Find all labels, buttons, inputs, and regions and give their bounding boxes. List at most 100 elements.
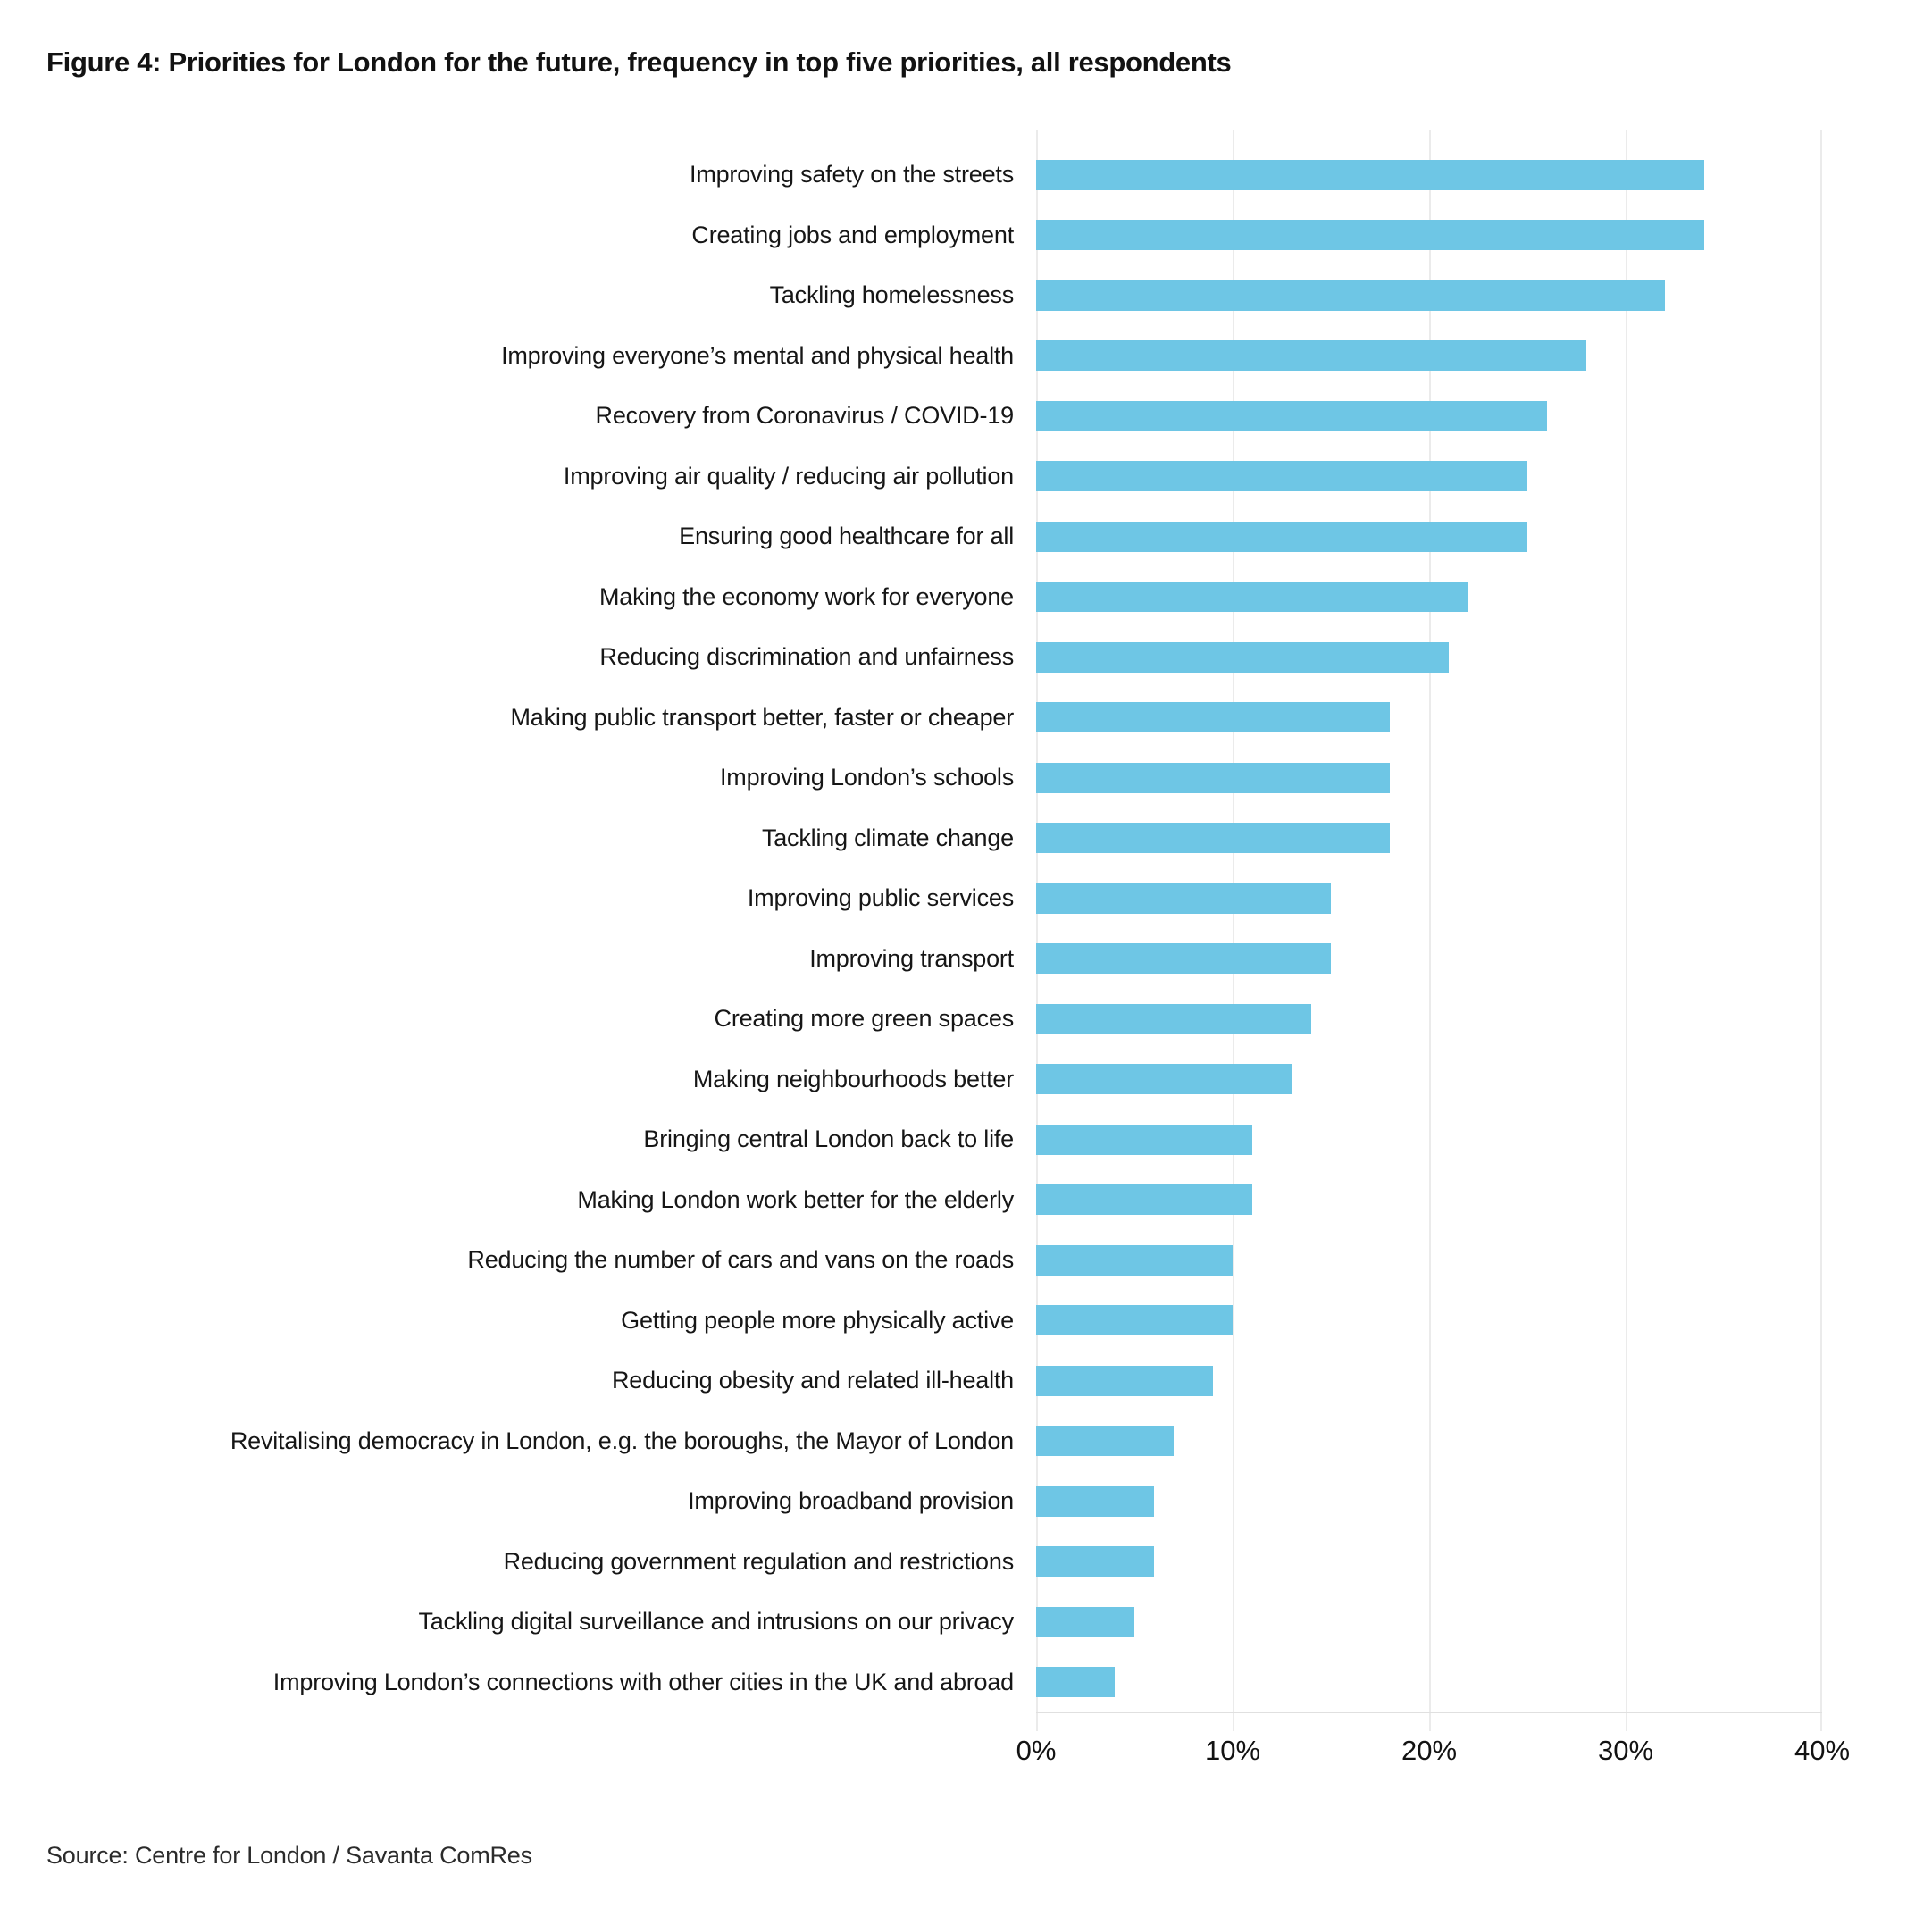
- bars: [1036, 145, 1822, 1712]
- label-row: Reducing discrimination and unfairness: [0, 627, 1014, 688]
- bar-row: [1036, 386, 1822, 447]
- bar-row: [1036, 567, 1822, 628]
- category-label: Improving safety on the streets: [690, 161, 1014, 188]
- category-label: Improving London’s connections with othe…: [272, 1668, 1014, 1695]
- bar-row: [1036, 205, 1822, 266]
- category-label: Getting people more physically active: [621, 1306, 1014, 1334]
- bar: [1036, 702, 1390, 733]
- bar: [1036, 461, 1527, 492]
- axis-tick: [1429, 1713, 1431, 1731]
- label-row: Reducing obesity and related ill-health: [0, 1351, 1014, 1411]
- category-label: Revitalising democracy in London, e.g. t…: [230, 1427, 1014, 1454]
- category-label: Tackling homelessness: [769, 281, 1015, 309]
- gridline: [1233, 130, 1234, 1712]
- label-row: Getting people more physically active: [0, 1291, 1014, 1352]
- bar-row: [1036, 1592, 1822, 1653]
- bar-row: [1036, 929, 1822, 990]
- bar-row: [1036, 1471, 1822, 1532]
- bar-row: [1036, 447, 1822, 507]
- bar-row: [1036, 1351, 1822, 1411]
- x-tick-label: 40%: [1794, 1735, 1851, 1766]
- category-label: Improving air quality / reducing air pol…: [563, 462, 1014, 490]
- category-label: Tackling digital surveillance and intrus…: [418, 1608, 1014, 1636]
- bar-row: [1036, 1230, 1822, 1291]
- category-label: Creating more green spaces: [714, 1005, 1015, 1033]
- bar: [1036, 400, 1547, 431]
- x-tick-label: 0%: [1016, 1735, 1057, 1766]
- bar: [1036, 1365, 1213, 1396]
- category-label: Improving London’s schools: [719, 764, 1014, 791]
- bar: [1036, 1305, 1233, 1336]
- category-label: Tackling climate change: [761, 824, 1014, 851]
- label-row: Creating jobs and employment: [0, 205, 1014, 266]
- category-label: Reducing discrimination and unfairness: [599, 643, 1014, 671]
- bar: [1036, 1124, 1252, 1155]
- category-label: Creating jobs and employment: [691, 221, 1014, 248]
- source-note: Source: Centre for London / Savanta ComR…: [46, 1842, 532, 1869]
- bar: [1036, 1667, 1115, 1698]
- bar-row: [1036, 688, 1822, 749]
- label-row: Tackling digital surveillance and intrus…: [0, 1592, 1014, 1653]
- bar: [1036, 220, 1704, 251]
- gridline: [1036, 130, 1038, 1712]
- label-row: Improving London’s schools: [0, 748, 1014, 808]
- figure-title: Figure 4: Priorities for London for the …: [46, 46, 1232, 78]
- bar: [1036, 1064, 1292, 1095]
- bar-row: [1036, 506, 1822, 567]
- label-row: Revitalising democracy in London, e.g. t…: [0, 1411, 1014, 1472]
- bar: [1036, 823, 1390, 854]
- bar-row: [1036, 326, 1822, 387]
- label-row: Improving safety on the streets: [0, 145, 1014, 205]
- bar-row: [1036, 1291, 1822, 1352]
- bar: [1036, 1426, 1174, 1457]
- bar-row: [1036, 989, 1822, 1050]
- category-label: Ensuring good healthcare for all: [679, 523, 1014, 550]
- bar: [1036, 1003, 1311, 1034]
- bar-row: [1036, 627, 1822, 688]
- category-label: Making London work better for the elderl…: [577, 1185, 1014, 1213]
- axis-tick: [1036, 1713, 1038, 1731]
- label-row: Improving everyone’s mental and physical…: [0, 326, 1014, 387]
- bar: [1036, 762, 1390, 793]
- category-label: Reducing obesity and related ill-health: [612, 1367, 1014, 1394]
- label-row: Making neighbourhoods better: [0, 1050, 1014, 1110]
- bar-row: [1036, 1109, 1822, 1170]
- label-row: Reducing government regulation and restr…: [0, 1532, 1015, 1593]
- gridline: [1626, 130, 1627, 1712]
- bar: [1036, 521, 1527, 552]
- label-row: Tackling homelessness: [0, 265, 1015, 326]
- label-row: Improving London’s connections with othe…: [0, 1653, 1014, 1713]
- bar: [1036, 1546, 1154, 1578]
- label-row: Creating more green spaces: [0, 989, 1015, 1050]
- label-row: Making the economy work for everyone: [0, 567, 1014, 628]
- axis-tick: [1626, 1713, 1627, 1731]
- label-row: Bringing central London back to life: [0, 1109, 1014, 1170]
- category-label: Improving everyone’s mental and physical…: [501, 341, 1014, 369]
- label-row: Making London work better for the elderl…: [0, 1170, 1014, 1231]
- label-row: Improving air quality / reducing air pol…: [0, 447, 1014, 507]
- axis-tick: [1820, 1713, 1822, 1731]
- label-row: Tackling climate change: [0, 808, 1014, 869]
- category-label: Improving broadband provision: [688, 1487, 1014, 1515]
- label-row: Making public transport better, faster o…: [0, 688, 1014, 749]
- x-tick-label: 20%: [1401, 1735, 1458, 1766]
- label-row: Improving public services: [0, 868, 1014, 929]
- bar-row: [1036, 265, 1822, 326]
- bar: [1036, 1606, 1134, 1637]
- category-label: Improving transport: [809, 944, 1014, 972]
- x-axis: 0% 10% 20% 30% 40%: [0, 1735, 1932, 1779]
- gridline: [1820, 130, 1822, 1712]
- label-row: Recovery from Coronavirus / COVID-19: [0, 386, 1015, 447]
- bar-row: [1036, 1170, 1822, 1231]
- label-row: Improving transport: [0, 929, 1014, 990]
- category-label: Recovery from Coronavirus / COVID-19: [595, 402, 1015, 430]
- bar: [1036, 582, 1468, 613]
- bar: [1036, 641, 1449, 673]
- bar: [1036, 159, 1704, 190]
- bar: [1036, 340, 1586, 372]
- gridline: [1429, 130, 1431, 1712]
- x-tick-label: 30%: [1597, 1735, 1654, 1766]
- bar: [1036, 943, 1331, 975]
- bar: [1036, 280, 1665, 311]
